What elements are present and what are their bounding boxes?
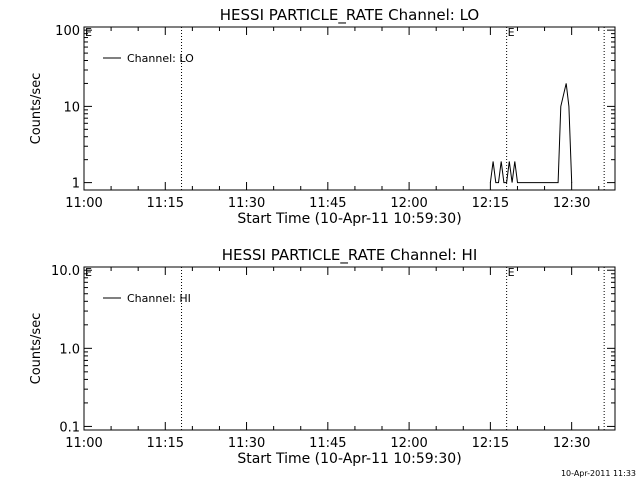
x-tick-label: 12:30 [553, 196, 590, 211]
x-tick-label: 11:00 [65, 436, 102, 451]
x-tick-label: 12:00 [390, 196, 427, 211]
event-marker-label: E [508, 266, 515, 279]
x-tick-label: 11:30 [228, 436, 265, 451]
x-axis-label: Start Time (10-Apr-11 10:59:30) [237, 451, 461, 467]
x-tick-label: 12:15 [472, 436, 509, 451]
event-marker-label: E [85, 266, 92, 279]
panel-1: HESSI PARTICLE_RATE Channel: LO 11:00 11:1… [29, 6, 616, 227]
x-tick-label: 12:00 [390, 436, 427, 451]
x-tick-label: 11:15 [147, 436, 184, 451]
y-tick-label: 10 [63, 100, 80, 115]
y-tick-label: 100 [55, 24, 80, 39]
legend-label: Channel: HI [127, 292, 191, 305]
y-tick-label: 0.1 [59, 420, 80, 435]
plot-frame [83, 26, 616, 191]
y-tick-label: 10.0 [51, 264, 80, 279]
x-tick-label: 12:15 [472, 196, 509, 211]
y-axis-label: Counts/sec [29, 313, 44, 385]
event-marker-label: E [508, 26, 515, 39]
timestamp: 10-Apr-2011 11:33 [560, 469, 636, 478]
x-tick-label: 11:45 [309, 196, 346, 211]
x-axis-label: Start Time (10-Apr-11 10:59:30) [237, 211, 461, 227]
y-tick-label: 1 [72, 177, 80, 192]
chart-title: HESSI PARTICLE_RATE Channel: HI [222, 246, 478, 265]
x-tick-label: 11:30 [228, 196, 265, 211]
event-marker-label: E [85, 26, 92, 39]
x-tick-label: 12:30 [553, 436, 590, 451]
y-tick-label: 1.0 [59, 342, 80, 357]
legend-label: Channel: LO [127, 52, 194, 65]
chart-title: HESSI PARTICLE_RATE Channel: LO [220, 6, 479, 25]
y-axis-label: Counts/sec [29, 73, 44, 145]
x-tick-label: 11:00 [65, 196, 102, 211]
x-tick-label: 11:45 [309, 436, 346, 451]
series-line [489, 83, 573, 184]
x-tick-label: 11:15 [147, 196, 184, 211]
panel-2: HESSI PARTICLE_RATE Channel: HI 11:00 11:1… [29, 246, 616, 467]
